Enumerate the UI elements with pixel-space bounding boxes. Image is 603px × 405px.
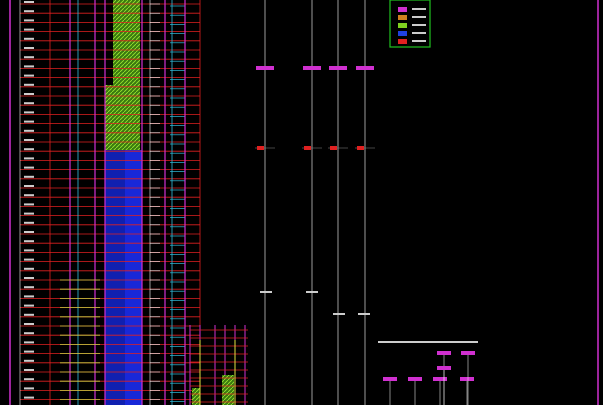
legend-swatch	[398, 31, 407, 36]
axis-tag	[357, 146, 364, 150]
axis-tag	[257, 146, 264, 150]
legend-text	[412, 40, 426, 42]
floor-label	[24, 120, 34, 123]
floor-label	[24, 387, 34, 390]
floor-label	[24, 194, 34, 197]
hatch-zone	[105, 85, 125, 150]
floor-label	[24, 341, 34, 344]
detail-tag	[408, 377, 422, 381]
detail-tag	[437, 366, 451, 370]
floor-label	[24, 56, 34, 59]
floor-label	[24, 139, 34, 141]
axis-tag	[256, 66, 274, 70]
floor-label	[24, 221, 34, 224]
detail-tag	[461, 351, 475, 355]
floor-label	[24, 83, 34, 86]
floor-label	[24, 369, 34, 371]
floor-label	[24, 313, 34, 316]
legend-swatch	[398, 15, 407, 20]
note-mark	[260, 291, 272, 293]
detail-tag	[383, 377, 397, 381]
note-mark	[306, 291, 318, 293]
floor-label	[24, 166, 34, 169]
floor-label	[24, 267, 34, 270]
floor-label	[24, 185, 34, 187]
floor-label	[24, 111, 34, 114]
detail-hatch	[222, 375, 234, 405]
floor-label	[24, 74, 34, 77]
floor-label	[24, 286, 34, 289]
floor-label	[24, 1, 34, 3]
floor-label	[24, 47, 34, 49]
floor-label	[24, 332, 34, 335]
floor-label	[24, 231, 34, 233]
floor-label	[24, 157, 34, 160]
blue-zone	[125, 150, 142, 405]
floor-label	[24, 148, 34, 151]
axis-tag	[356, 66, 374, 70]
floor-label	[24, 240, 34, 243]
blue-zone	[105, 150, 125, 405]
axis-tag	[330, 146, 337, 150]
floor-label	[24, 249, 34, 252]
floor-label	[24, 277, 34, 279]
floor-label	[24, 203, 34, 206]
floor-label	[24, 258, 34, 261]
axis-tag	[304, 146, 311, 150]
axis-tag	[329, 66, 347, 70]
legend-text	[412, 8, 426, 10]
note-mark	[333, 313, 345, 315]
floor-label	[24, 19, 34, 22]
floor-label	[24, 65, 34, 68]
floor-label	[24, 28, 34, 31]
detail-tag	[433, 377, 447, 381]
floor-label	[24, 10, 34, 13]
floor-label	[24, 295, 34, 298]
floor-label	[24, 323, 34, 325]
floor-label	[24, 93, 34, 95]
axis-tag	[303, 66, 321, 70]
floor-label	[24, 304, 34, 307]
note-text	[378, 341, 478, 343]
legend-box	[389, 0, 431, 48]
floor-label	[24, 175, 34, 178]
floor-label	[24, 129, 34, 132]
detail-hatch	[192, 388, 200, 405]
legend-swatch	[398, 23, 407, 28]
floor-label	[24, 350, 34, 353]
legend-text	[412, 24, 426, 26]
floor-label	[24, 359, 34, 362]
floor-label	[24, 212, 34, 215]
floor-label	[24, 37, 34, 40]
legend-swatch	[398, 7, 407, 12]
floor-label	[24, 396, 34, 399]
legend-text	[412, 16, 426, 18]
floor-label	[24, 378, 34, 381]
detail-tag	[437, 351, 451, 355]
legend-text	[412, 32, 426, 34]
detail-tag	[460, 377, 474, 381]
legend-swatch	[398, 39, 407, 44]
note-mark	[358, 313, 370, 315]
floor-label	[24, 102, 34, 105]
